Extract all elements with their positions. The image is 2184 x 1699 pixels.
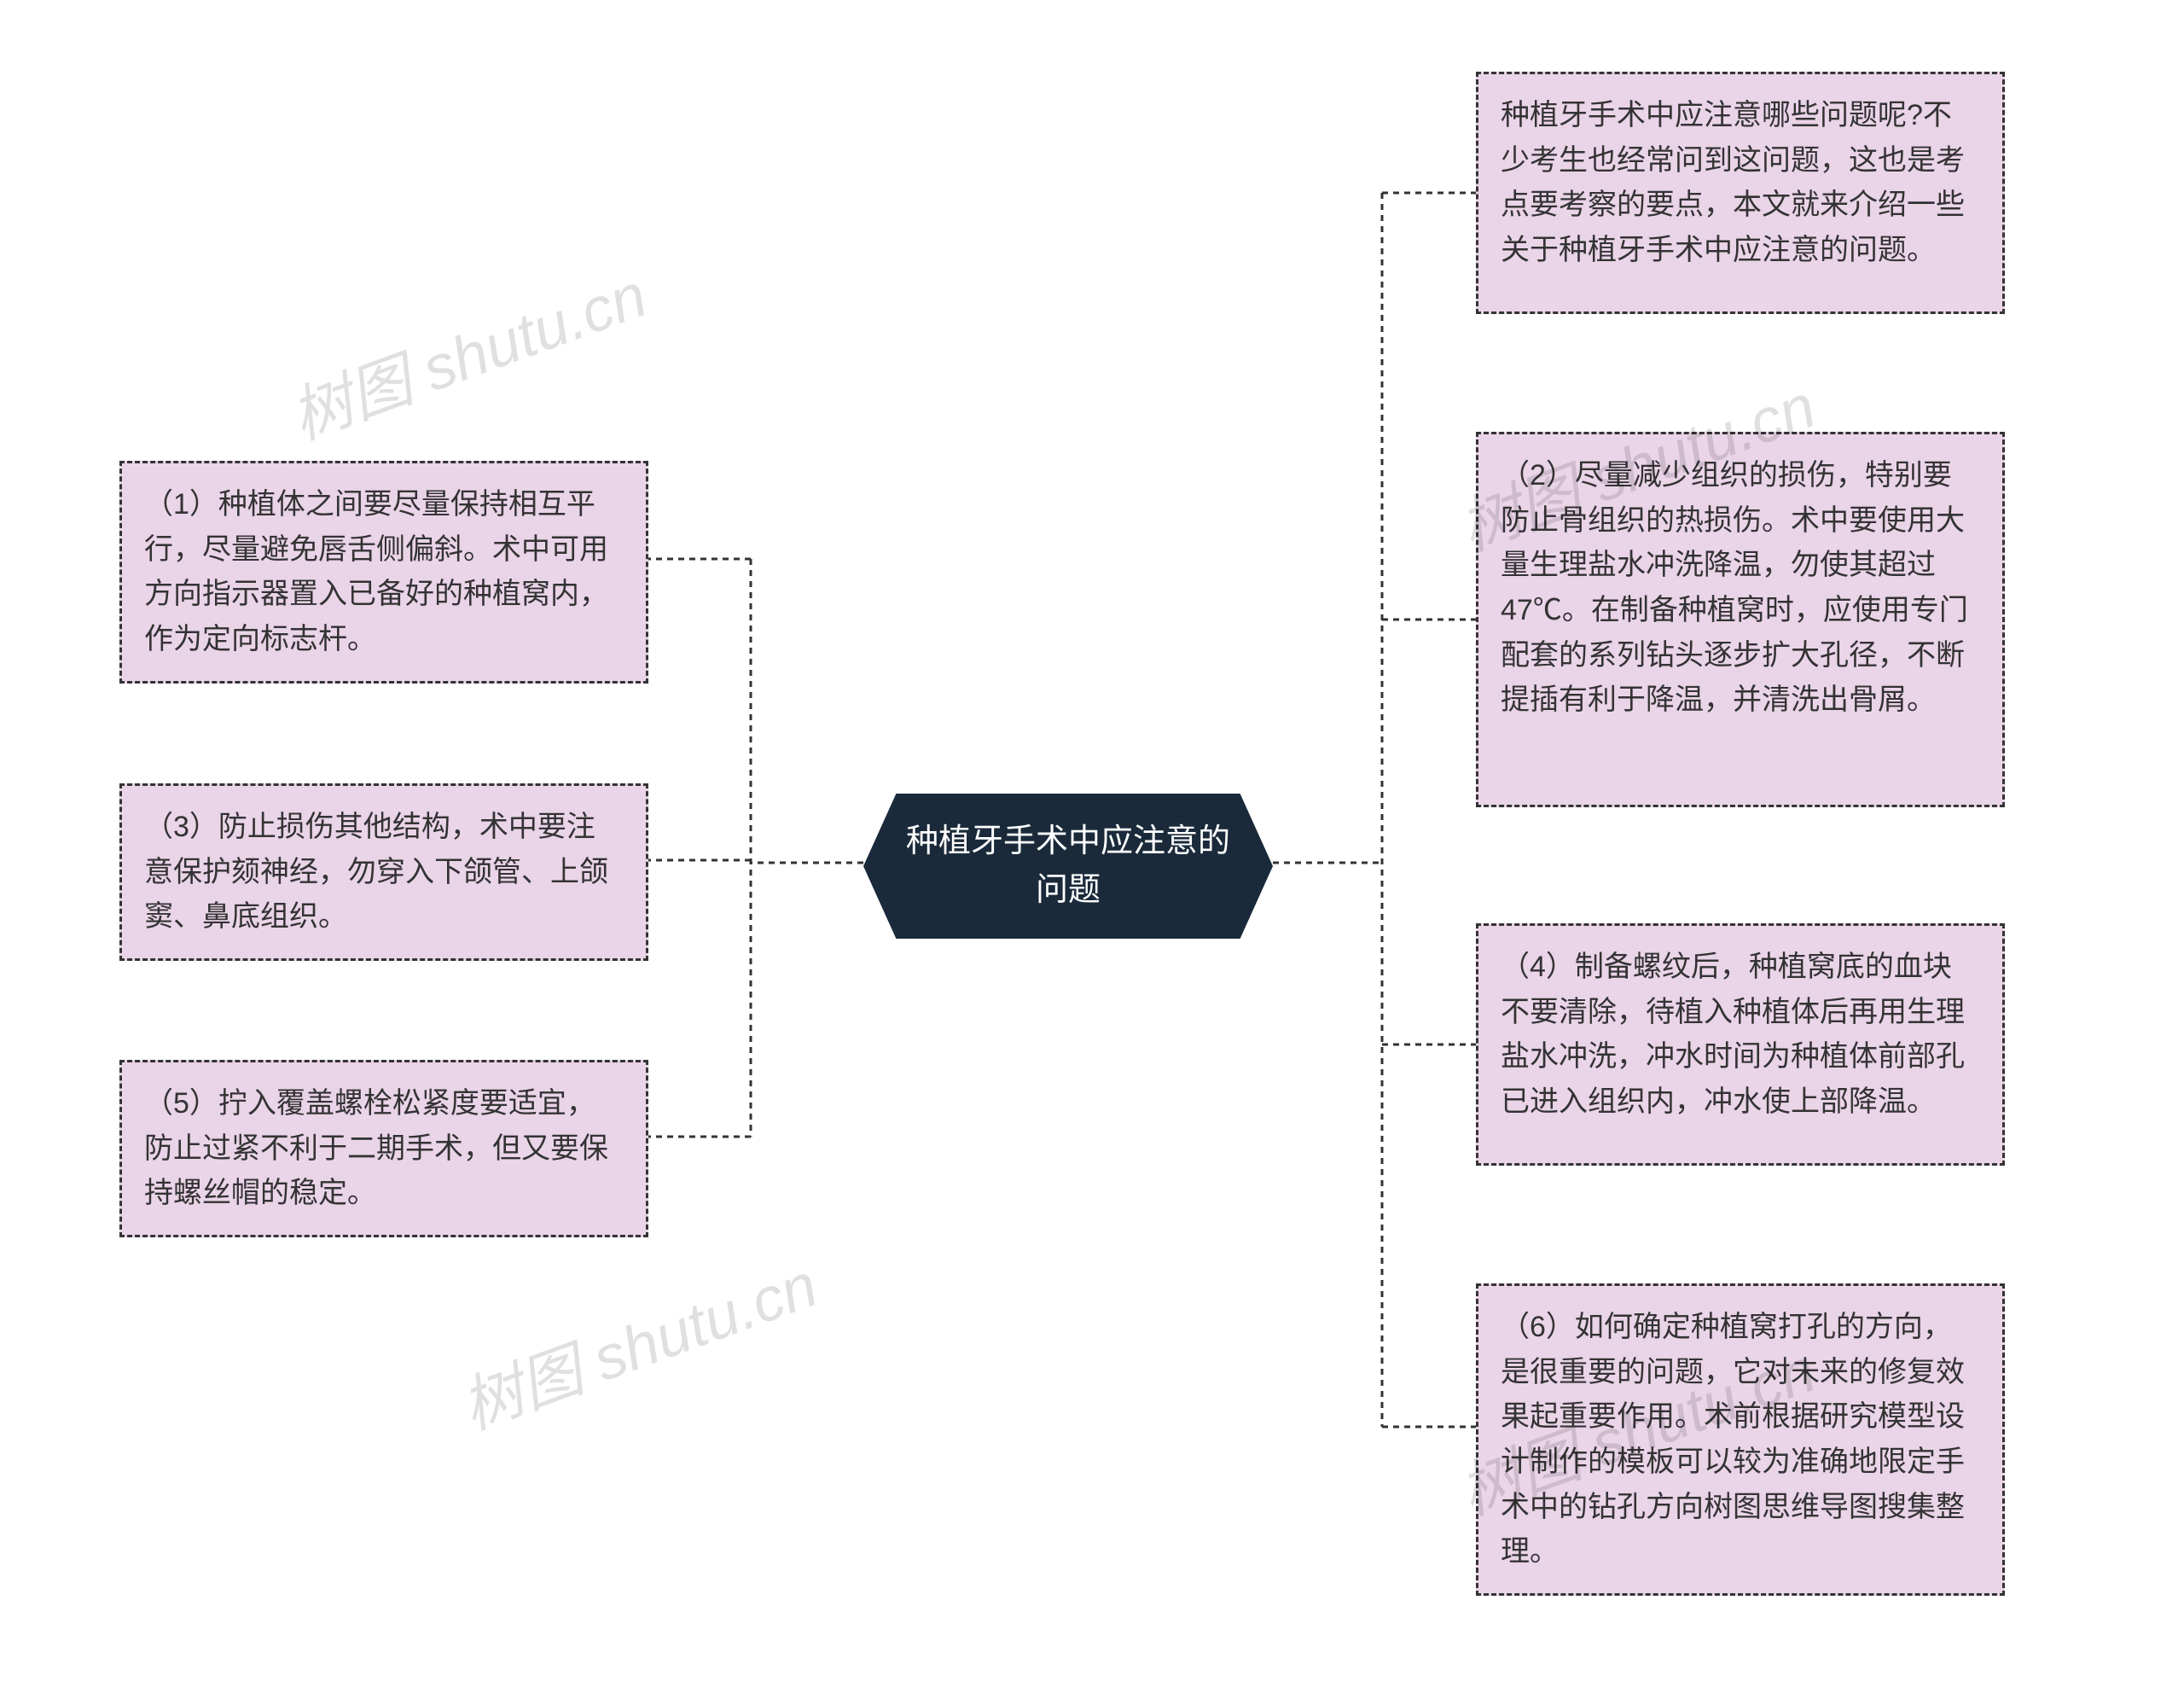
watermark: 树图 shutu.cn (447, 1235, 828, 1446)
node-4: （4）制备螺纹后，种植窝底的血块不要清除，待植入种植体后再用生理盐水冲洗，冲水时… (1476, 923, 2005, 1166)
node-6-text: （6）如何确定种植窝打孔的方向，是很重要的问题，它对未来的修复效果起重要作用。术… (1501, 1311, 1965, 1568)
node-1-text: （1）种植体之间要尽量保持相互平行，尽量避免唇舌侧偏斜。术中可用方向指示器置入已… (144, 488, 608, 655)
node-3: （3）防止损伤其他结构，术中要注意保护颏神经，勿穿入下颌管、上颌窦、鼻底组织。 (119, 783, 648, 961)
node-intro-text: 种植牙手术中应注意哪些问题呢?不少考生也经常问到这问题，这也是考点要考察的要点，… (1501, 99, 1965, 266)
watermark: 树图 shutu.cn (276, 245, 657, 457)
node-2-text: （2）尽量减少组织的损伤，特别要防止骨组织的热损伤。术中要使用大量生理盐水冲洗降… (1501, 459, 1968, 716)
node-6: （6）如何确定种植窝打孔的方向，是很重要的问题，它对未来的修复效果起重要作用。术… (1476, 1283, 2005, 1596)
node-1: （1）种植体之间要尽量保持相互平行，尽量避免唇舌侧偏斜。术中可用方向指示器置入已… (119, 461, 648, 684)
node-5: （5）拧入覆盖螺栓松紧度要适宜，防止过紧不利于二期手术，但又要保持螺丝帽的稳定。 (119, 1060, 648, 1237)
node-3-text: （3）防止损伤其他结构，术中要注意保护颏神经，勿穿入下颌管、上颌窦、鼻底组织。 (144, 811, 608, 933)
node-2: （2）尽量减少组织的损伤，特别要防止骨组织的热损伤。术中要使用大量生理盐水冲洗降… (1476, 432, 2005, 807)
root-text: 种植牙手术中应注意的问题 (906, 823, 1230, 908)
root-node: 种植牙手术中应注意的问题 (863, 794, 1273, 939)
node-intro: 种植牙手术中应注意哪些问题呢?不少考生也经常问到这问题，这也是考点要考察的要点，… (1476, 72, 2005, 314)
mindmap-canvas: 种植牙手术中应注意的问题 （1）种植体之间要尽量保持相互平行，尽量避免唇舌侧偏斜… (0, 0, 2184, 1699)
node-4-text: （4）制备螺纹后，种植窝底的血块不要清除，待植入种植体后再用生理盐水冲洗，冲水时… (1501, 951, 1965, 1118)
node-5-text: （5）拧入覆盖螺栓松紧度要适宜，防止过紧不利于二期手术，但又要保持螺丝帽的稳定。 (144, 1087, 608, 1209)
